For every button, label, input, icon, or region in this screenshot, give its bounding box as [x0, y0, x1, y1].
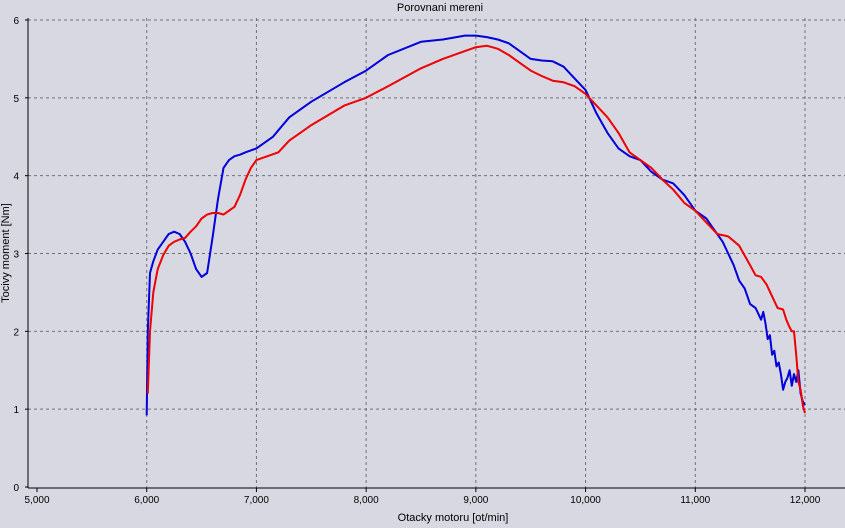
- y-tick-label: 3: [13, 250, 19, 261]
- series-group: [145, 34, 806, 416]
- grid: [28, 18, 845, 488]
- x-tick-label: 6,000: [134, 495, 159, 506]
- chart-title: Porovnani mereni: [397, 2, 483, 14]
- series-line-2: [146, 44, 806, 414]
- y-tick-label: 6: [13, 16, 19, 27]
- x-tick-label: 10,000: [570, 495, 601, 506]
- y-tick-label: 1: [13, 405, 19, 416]
- x-tick-label: 9,000: [463, 495, 488, 506]
- x-tick-label: 5,000: [24, 495, 49, 506]
- y-tick-label: 4: [13, 172, 19, 183]
- ticks: 5,000 6,000 7,000 8,000 9,000 10,000 11,000 12,…: [13, 16, 820, 506]
- x-axis-label: Otacky motoru [ot/min]: [398, 512, 509, 524]
- x-tick-label: 8,000: [354, 495, 379, 506]
- y-tick-label: 0: [13, 483, 19, 494]
- x-tick-label: 12,000: [790, 495, 821, 506]
- y-axis-label: Tocivy moment [Nm]: [0, 203, 12, 303]
- x-tick-label: 7,000: [244, 495, 269, 506]
- y-tick-label: 2: [13, 327, 19, 338]
- y-tick-label: 5: [13, 94, 19, 105]
- series-line-1: [145, 34, 806, 416]
- x-tick-label: 11,000: [680, 495, 710, 506]
